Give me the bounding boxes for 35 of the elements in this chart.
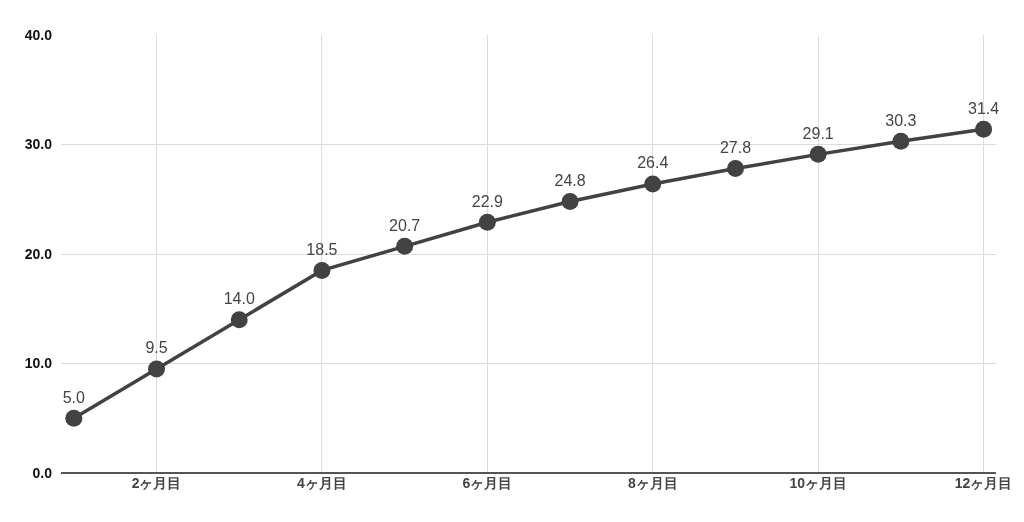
point xyxy=(478,213,496,231)
point xyxy=(65,409,83,427)
point xyxy=(148,360,166,378)
data-label: 9.5 xyxy=(145,339,168,357)
data-label: 27.8 xyxy=(719,138,752,156)
point xyxy=(644,175,662,193)
point xyxy=(313,261,331,279)
y-tick-label: 10.0 xyxy=(24,355,53,372)
point xyxy=(230,311,248,329)
point xyxy=(892,132,910,150)
point xyxy=(561,192,579,210)
x-tick-label: 2ヶ月目 xyxy=(131,475,182,491)
x-tick-label: 6ヶ月目 xyxy=(462,475,513,491)
data-label: 14.0 xyxy=(223,290,255,308)
data-label: 18.5 xyxy=(306,240,338,258)
data-label: 30.3 xyxy=(885,111,917,129)
y-tick-label: 0.0 xyxy=(32,464,53,481)
y-tick-label: 20.0 xyxy=(24,245,53,262)
x-tick-label: 8ヶ月目 xyxy=(627,475,678,491)
data-label: 31.4 xyxy=(968,99,1000,117)
data-label: 24.8 xyxy=(554,171,586,189)
x-tick-label: 12ヶ月目 xyxy=(954,475,1013,491)
y-tick-label: 40.0 xyxy=(24,26,53,43)
point xyxy=(975,120,993,138)
y-tick-label: 30.0 xyxy=(24,136,53,153)
point xyxy=(726,160,744,178)
x-tick-label: 10ヶ月目 xyxy=(789,475,847,491)
data-label: 26.4 xyxy=(637,154,669,172)
point xyxy=(809,145,827,163)
x-tick-label: 4ヶ月目 xyxy=(297,475,347,491)
data-label: 5.0 xyxy=(62,388,86,406)
data-label: 22.9 xyxy=(471,192,504,210)
point xyxy=(396,237,414,255)
data-label: 29.1 xyxy=(802,124,834,142)
data-label: 20.7 xyxy=(389,216,421,234)
